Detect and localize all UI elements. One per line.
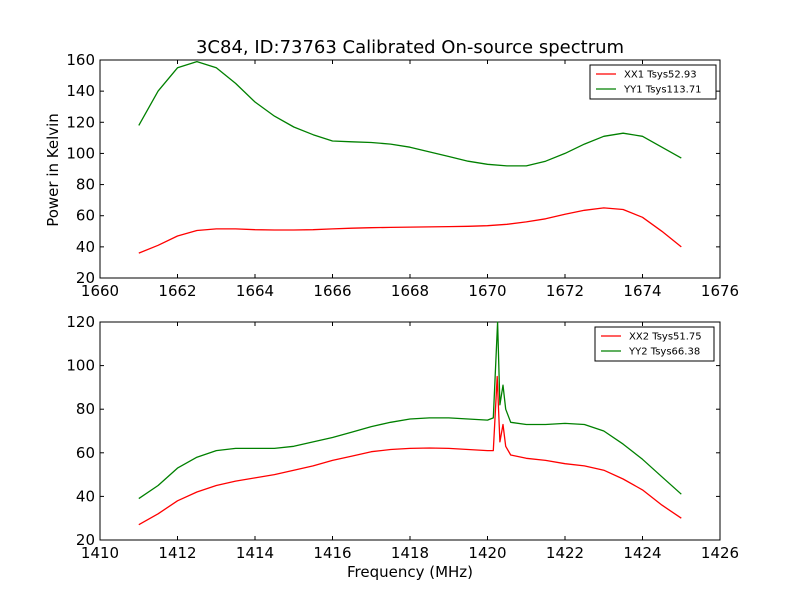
top-x-tick-label: 1676	[701, 282, 739, 300]
bottom-x-tick-label: 1416	[313, 544, 351, 562]
top-y-tick-label: 60	[76, 207, 95, 225]
top-legend-label-yy1: YY1 Tsys113.71	[623, 85, 702, 96]
top-x-tick-label: 1662	[158, 282, 196, 300]
bottom-y-tick-label: 80	[76, 400, 95, 418]
top-y-tick-label: 40	[76, 238, 95, 256]
bottom-x-tick-label: 1412	[158, 544, 196, 562]
y-axis-label: Power in Kelvin	[44, 113, 62, 227]
bottom-x-tick-label: 1410	[81, 544, 119, 562]
bottom-x-tick-label: 1414	[236, 544, 274, 562]
top-x-tick-label: 1668	[391, 282, 429, 300]
top-x-tick-label: 1666	[313, 282, 351, 300]
top-x-tick-label: 1664	[236, 282, 274, 300]
bottom-legend-label-yy2: YY2 Tsys66.38	[628, 347, 700, 358]
bottom-series-line-1	[138, 321, 682, 500]
top-series-layer	[138, 60, 682, 254]
top-y-tick-label: 120	[66, 113, 95, 131]
bottom-x-tick-label: 1424	[623, 544, 661, 562]
bottom-y-tick-label: 120	[66, 313, 95, 331]
top-x-tick-label: 1670	[468, 282, 506, 300]
bottom-legend-box	[594, 326, 715, 362]
figure-title: 3C84, ID:73763 Calibrated On-source spec…	[196, 37, 624, 58]
top-legend-label-xx1: XX1 Tsys52.93	[624, 70, 697, 81]
top-y-tick-label: 20	[76, 269, 95, 287]
x-axis-label: Frequency (MHz)	[347, 563, 473, 581]
bottom-spectrum-panel: 1410 1412 1414 1416 1418 1420 1422 1424 1426 20 40…	[66, 313, 739, 562]
top-x-tick-label: 1660	[81, 282, 119, 300]
top-x-tick-label: 1674	[623, 282, 661, 300]
bottom-series-layer	[138, 321, 682, 526]
top-legend: XX1 Tsys52.93 YY1 Tsys113.71	[589, 64, 717, 100]
bottom-y-tick-label: 20	[76, 531, 95, 549]
top-spectrum-panel: 1660 1662 1664 1666 1668 1670 1672 1674 1676 20 40…	[66, 51, 739, 300]
top-y-tick-label: 100	[66, 144, 95, 162]
bottom-x-tick-label: 1426	[701, 544, 739, 562]
bottom-x-tick-label: 1420	[468, 544, 506, 562]
bottom-x-tick-label: 1418	[391, 544, 429, 562]
top-y-tick-label: 140	[66, 82, 95, 100]
bottom-y-tick-label: 60	[76, 444, 95, 462]
top-y-tick-label: 80	[76, 176, 95, 194]
top-series-line-1	[138, 60, 682, 167]
bottom-y-tick-label: 100	[66, 357, 95, 375]
top-tick-layer: 1660 1662 1664 1666 1668 1670 1672 1674 1676 20 40…	[66, 51, 739, 300]
bottom-legend: XX2 Tsys51.75 YY2 Tsys66.38	[594, 326, 715, 362]
top-y-tick-label: 160	[66, 51, 95, 69]
top-legend-box	[589, 64, 717, 100]
bottom-y-tick-label: 40	[76, 487, 95, 505]
top-series-line-0	[138, 207, 682, 254]
bottom-series-line-0	[138, 375, 682, 526]
bottom-x-tick-label: 1422	[546, 544, 584, 562]
bottom-legend-label-xx2: XX2 Tsys51.75	[629, 332, 702, 343]
top-x-tick-label: 1672	[546, 282, 584, 300]
bottom-tick-layer: 1410 1412 1414 1416 1418 1420 1422 1424 1426 20 40…	[66, 313, 739, 562]
